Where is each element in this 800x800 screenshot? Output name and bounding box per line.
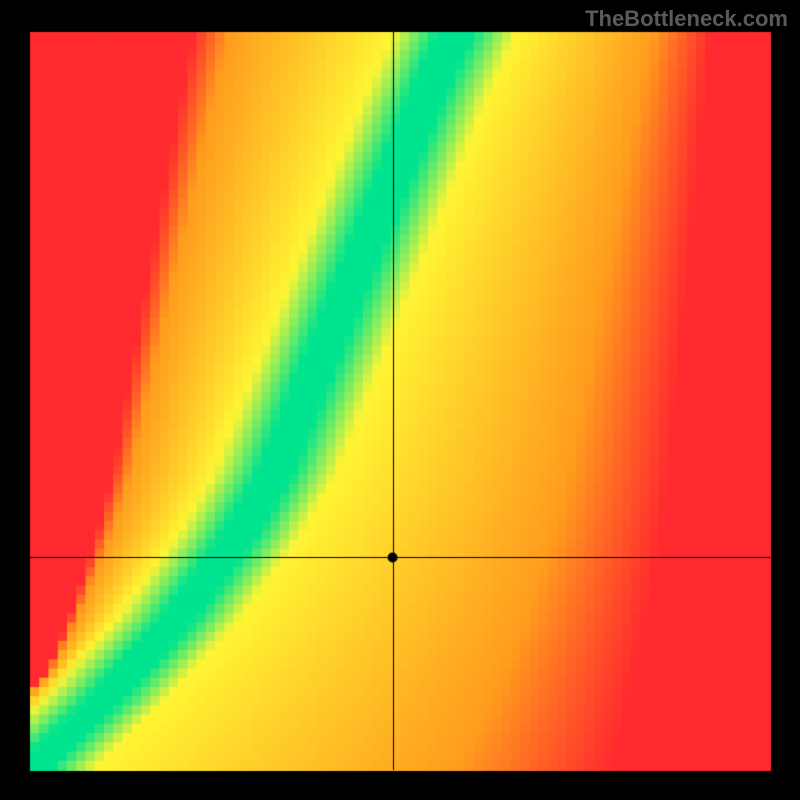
- heatmap-canvas: [0, 0, 800, 800]
- chart-container: TheBottleneck.com: [0, 0, 800, 800]
- watermark-label: TheBottleneck.com: [585, 6, 788, 32]
